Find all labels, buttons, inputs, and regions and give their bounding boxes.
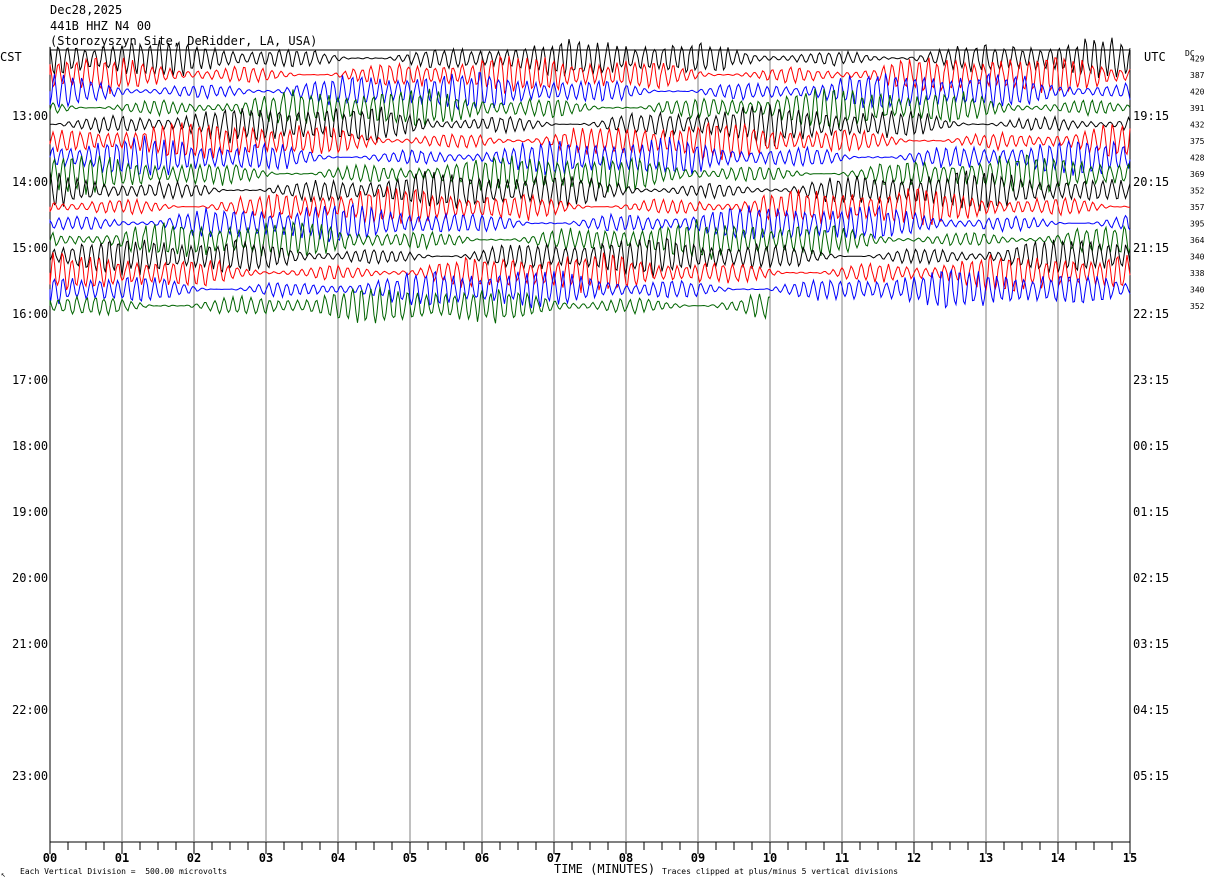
left-hour-label: 23:00 — [12, 769, 48, 783]
right-hour-label: 22:15 — [1133, 307, 1169, 321]
left-timezone-label: CST — [0, 50, 22, 64]
left-hour-label: 13:00 — [12, 109, 48, 123]
seismic-trace-row — [49, 154, 1131, 195]
seismic-trace-row — [49, 37, 1131, 78]
x-axis-title: TIME (MINUTES) — [554, 862, 656, 876]
dc-offset-label: 352 — [1190, 186, 1205, 195]
seismic-trace-row — [49, 104, 1131, 147]
right-hour-label: 05:15 — [1133, 769, 1169, 783]
dc-offset-label: 429 — [1190, 54, 1205, 63]
x-tick-label: 09 — [691, 851, 705, 865]
seismic-trace-row — [49, 186, 1131, 226]
x-tick-label: 04 — [331, 851, 345, 865]
x-tick-label: 12 — [907, 851, 921, 865]
right-hour-label: 20:15 — [1133, 175, 1169, 189]
right-hour-label: 21:15 — [1133, 241, 1169, 255]
dc-offset-label: 387 — [1190, 71, 1205, 80]
x-tick-label: 05 — [403, 851, 417, 865]
x-tick-label: 10 — [763, 851, 777, 865]
seismic-trace-row — [49, 268, 1131, 309]
seismic-trace-row — [49, 122, 1131, 161]
dc-offset-label: 338 — [1190, 269, 1205, 278]
seismic-trace-row — [49, 72, 1131, 111]
seismic-trace-row — [49, 237, 1131, 278]
dc-offset-label: 395 — [1190, 219, 1205, 228]
x-tick-label: 11 — [835, 851, 849, 865]
dc-offset-label: 391 — [1190, 104, 1205, 113]
right-hour-label: 04:15 — [1133, 703, 1169, 717]
date-label: Dec28,2025 — [50, 3, 123, 17]
left-hour-label: 16:00 — [12, 307, 48, 321]
right-hour-label: 00:15 — [1133, 439, 1169, 453]
left-hour-label: 19:00 — [12, 505, 48, 519]
dc-offset-label: 432 — [1190, 120, 1205, 129]
dc-offset-label: 340 — [1190, 285, 1205, 294]
left-hour-label: 14:00 — [12, 175, 48, 189]
x-tick-label: 01 — [115, 851, 129, 865]
right-hour-label: 23:15 — [1133, 373, 1169, 387]
dc-offset-label: 375 — [1190, 137, 1205, 146]
x-tick-label: 08 — [619, 851, 633, 865]
dc-offset-label: 352 — [1190, 302, 1205, 311]
dc-offset-label: 340 — [1190, 252, 1205, 261]
dc-heading: DC — [1185, 49, 1195, 58]
seismic-trace-row — [49, 135, 1131, 176]
seismic-trace-row — [49, 219, 1131, 260]
dc-offset-label: 364 — [1190, 236, 1205, 245]
site-label: (Storozyszyn Site, DeRidder, LA, USA) — [50, 34, 318, 48]
left-hour-label: 22:00 — [12, 703, 48, 717]
x-tick-label: 02 — [187, 851, 201, 865]
right-hour-label: 03:15 — [1133, 637, 1169, 651]
x-tick-label: 07 — [547, 851, 561, 865]
left-hour-label: 17:00 — [12, 373, 48, 387]
left-hour-label: 21:00 — [12, 637, 48, 651]
dc-offset-label: 420 — [1190, 87, 1205, 96]
x-tick-label: 03 — [259, 851, 273, 865]
right-timezone-label: UTC — [1144, 50, 1166, 64]
seismic-trace-row — [49, 286, 771, 324]
x-tick-label: 00 — [43, 851, 57, 865]
right-hour-label: 19:15 — [1133, 109, 1169, 123]
left-hour-label: 15:00 — [12, 241, 48, 255]
scale-note: Each Vertical Division = 500.00 microvol… — [20, 867, 228, 876]
x-tick-label: 06 — [475, 851, 489, 865]
x-tick-label: 14 — [1051, 851, 1065, 865]
right-hour-label: 02:15 — [1133, 571, 1169, 585]
seismic-trace-row — [49, 88, 1131, 129]
right-hour-label: 01:15 — [1133, 505, 1169, 519]
left-hour-label: 18:00 — [12, 439, 48, 453]
dc-offset-label: 369 — [1190, 170, 1205, 179]
corner-mark: ↖ — [1, 870, 6, 879]
channel-label: 441B HHZ N4 00 — [50, 19, 152, 33]
x-tick-label: 15 — [1123, 851, 1137, 865]
seismic-trace-row — [49, 170, 1131, 212]
x-tick-label: 13 — [979, 851, 993, 865]
dc-offset-label: 428 — [1190, 153, 1205, 162]
dc-offset-label: 357 — [1190, 203, 1205, 212]
left-hour-label: 20:00 — [12, 571, 48, 585]
clip-note: Traces clipped at plus/minus 5 vertical … — [662, 867, 899, 876]
